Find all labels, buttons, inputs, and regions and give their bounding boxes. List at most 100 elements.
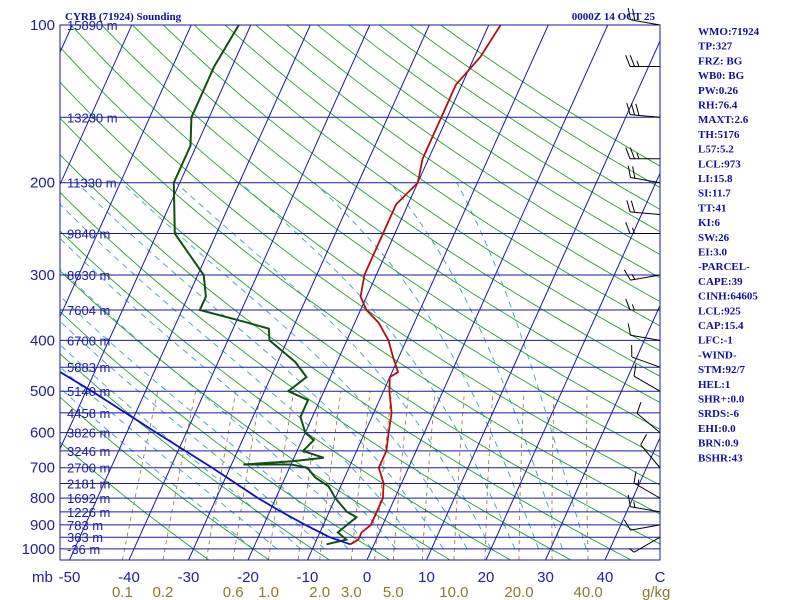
wind-barb xyxy=(625,222,660,234)
index-line: WB0: BG xyxy=(698,70,745,82)
index-line: RH:76.4 xyxy=(698,100,738,112)
mixing-ratio-label: 0.2 xyxy=(153,584,174,600)
temperature-tick-label: 20 xyxy=(478,569,495,586)
plot-border xyxy=(59,24,661,561)
barb-flag xyxy=(636,152,640,159)
index-line: CAPE:39 xyxy=(698,276,743,288)
index-line: KI:6 xyxy=(698,217,721,229)
isotherm xyxy=(426,39,660,560)
wind-barb xyxy=(631,344,661,368)
barb-staff xyxy=(630,211,661,216)
temperature-tick-label: -40 xyxy=(118,569,140,586)
wind-barb xyxy=(623,269,661,281)
index-line: MAXT:2.6 xyxy=(698,114,749,126)
isotherm xyxy=(188,25,430,560)
height-label: 4458 m xyxy=(67,406,110,421)
isotherm xyxy=(247,25,490,560)
barb-staff xyxy=(640,444,661,469)
isotherm xyxy=(0,25,13,560)
dry-adiabat xyxy=(60,441,210,560)
pressure-tick-label: 500 xyxy=(30,383,55,400)
height-label: 13230 m xyxy=(67,110,118,125)
height-label: 3246 m xyxy=(67,444,110,459)
mixing-ratio-line xyxy=(551,391,555,560)
barb-flag xyxy=(631,227,635,234)
parcel-line xyxy=(60,370,351,546)
wind-barbs xyxy=(623,7,661,553)
barb-flag xyxy=(633,364,637,377)
dry-adiabat xyxy=(162,25,660,377)
index-line: CAP:15.4 xyxy=(698,320,744,332)
wind-barb xyxy=(633,471,661,499)
wind-barb xyxy=(636,401,661,434)
mixing-ratio-label: 2.0 xyxy=(309,584,330,600)
mixing-ratio-label: 5.0 xyxy=(383,584,404,600)
temperature-tick-label: 40 xyxy=(597,569,614,586)
index-line: LCL:973 xyxy=(698,158,741,170)
index-line: HEL:1 xyxy=(698,379,730,391)
barb-staff xyxy=(633,375,661,392)
height-label: 6700 m xyxy=(67,333,110,348)
barb-flag xyxy=(637,479,640,486)
wind-barb xyxy=(625,147,660,160)
barb-flag xyxy=(629,147,635,159)
dry-adiabat xyxy=(60,154,632,560)
wind-barb xyxy=(625,298,660,311)
barb-staff xyxy=(630,177,661,184)
barb-flag xyxy=(625,298,631,311)
wind-barb xyxy=(627,165,661,184)
mixing-ratio-line xyxy=(453,391,465,560)
index-line: L57:5.2 xyxy=(698,144,734,156)
barb-flag xyxy=(629,548,635,553)
mixing-ratio-line xyxy=(297,391,322,560)
pressure-tick-label: 900 xyxy=(30,517,55,534)
dry-adiabat xyxy=(60,81,660,515)
wind-barb xyxy=(623,519,661,531)
pressure-tick-label: 200 xyxy=(30,175,55,192)
mixing-ratio-line xyxy=(268,391,295,560)
index-line: -WIND- xyxy=(698,349,737,361)
moist-adiabat xyxy=(121,182,468,550)
profiles xyxy=(60,25,502,546)
wind-barb xyxy=(626,102,661,118)
height-label: 11330 m xyxy=(67,176,117,191)
barb-flag xyxy=(640,434,648,446)
dry-adiabat xyxy=(224,25,660,327)
index-line: EI:3.0 xyxy=(698,247,728,259)
barb-staff xyxy=(630,19,661,26)
index-line: LFC:-1 xyxy=(698,335,733,347)
pressure-tick-label: 800 xyxy=(30,490,55,507)
wind-barb xyxy=(627,7,661,26)
mixing-ratio-label: 0.1 xyxy=(112,584,133,600)
mixing-ratio-label: 10.0 xyxy=(439,584,468,600)
temperature-tick-label: 0 xyxy=(363,569,371,586)
barb-staff xyxy=(630,274,661,281)
dry-adiabat xyxy=(60,270,451,560)
height-labels: 15890 m 13230 m 11330 m 9840 m 8630 m 7604 m 6… xyxy=(67,18,118,557)
index-line: SI:11.7 xyxy=(698,188,731,200)
wind-barb xyxy=(629,536,661,553)
isobars xyxy=(60,24,660,550)
barb-flag xyxy=(625,147,631,159)
dry-adiabat xyxy=(60,117,660,545)
height-label: 9840 m xyxy=(67,226,110,241)
height-label: 363 m xyxy=(67,530,103,545)
index-line: BSHR:43 xyxy=(698,452,743,464)
height-label: 8630 m xyxy=(67,268,110,283)
moist-adiabat xyxy=(60,295,349,550)
temperature-tick-label: -50 xyxy=(59,569,81,586)
barb-flag xyxy=(625,55,631,67)
barb-flag xyxy=(636,60,640,67)
height-label: 15890 m xyxy=(67,18,118,33)
barb-staff xyxy=(630,506,661,513)
pressure-axis: 100 200 300 400 500 600 700 800 900 1000 xyxy=(22,17,55,558)
pressure-tick-label: 1000 xyxy=(22,541,55,558)
mixing-ratio-label: 40.0 xyxy=(574,584,603,600)
isotherm xyxy=(485,172,660,560)
pressure-tick-label: 600 xyxy=(30,425,55,442)
barb-staff xyxy=(636,413,661,434)
dry-adiabat xyxy=(286,25,660,279)
barb-flag xyxy=(627,323,631,336)
index-line: SRDS:-6 xyxy=(698,408,739,420)
mixing-ratio-line xyxy=(351,391,371,560)
